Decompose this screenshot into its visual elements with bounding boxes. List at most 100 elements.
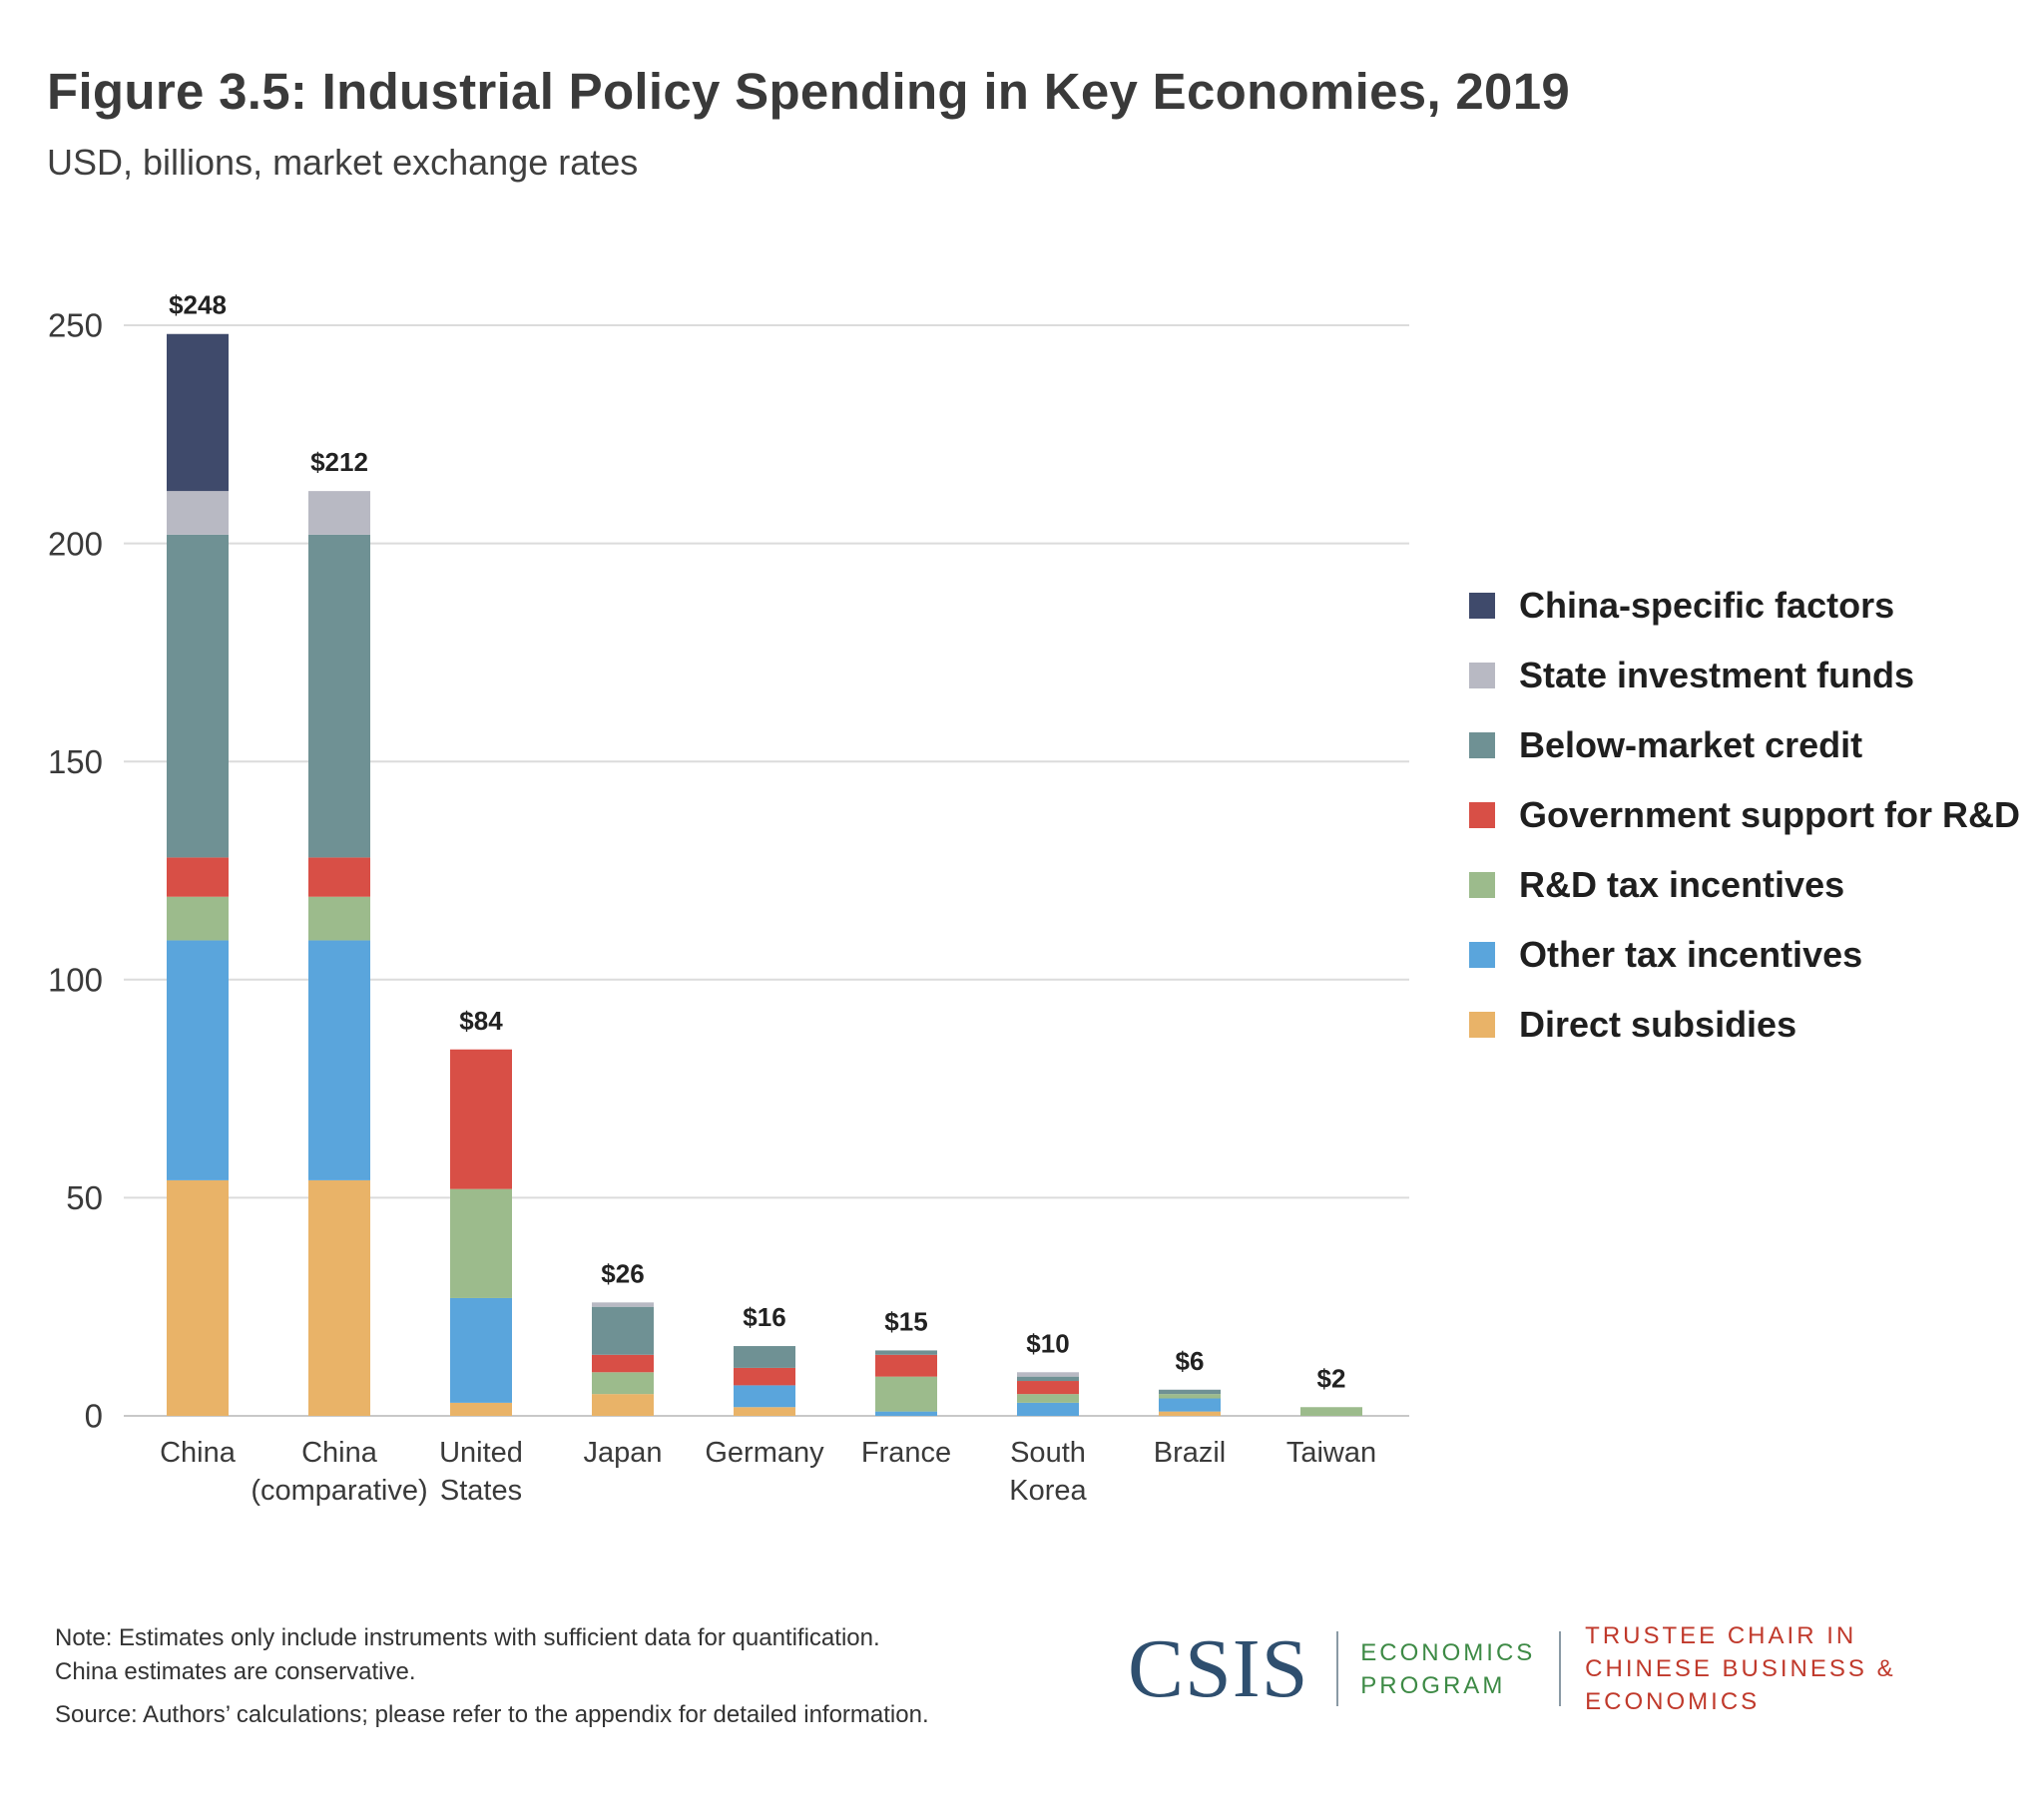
x-tick-label: Taiwan xyxy=(1286,1437,1376,1469)
bar-total-label: $84 xyxy=(459,1006,503,1036)
bar-total-label: $16 xyxy=(743,1302,785,1332)
bar-segment xyxy=(734,1385,795,1408)
bar-segment xyxy=(734,1407,795,1416)
bars xyxy=(167,333,1362,1416)
y-tick-label: 50 xyxy=(66,1179,103,1216)
note-line-1: Note: Estimates only include instruments… xyxy=(55,1624,880,1651)
bar-total-label: $2 xyxy=(1317,1363,1346,1393)
csis-wordmark: CSIS xyxy=(1128,1622,1309,1715)
y-tick-label: 250 xyxy=(48,307,103,344)
bar-total-label: $10 xyxy=(1026,1328,1069,1358)
bar-segment xyxy=(167,333,229,492)
y-tick-label: 200 xyxy=(48,525,103,562)
csis-logo: CSIS ECONOMICS PROGRAM TRUSTEE CHAIR IN … xyxy=(1128,1616,2044,1721)
x-axis-labels: China China (comparative) United States Japan… xyxy=(160,1437,1376,1507)
bar-total-label: $212 xyxy=(310,447,368,477)
legend-item: Other tax incentives xyxy=(1469,920,2020,990)
chart-title: Figure 3.5: Industrial Policy Spending i… xyxy=(47,63,1571,120)
x-tick-label: China xyxy=(160,1437,237,1469)
legend: China-specific factors State investment … xyxy=(1469,571,2020,1060)
x-tick-label: Japan xyxy=(583,1437,662,1469)
bar-segment xyxy=(308,491,370,535)
bar-segment xyxy=(308,857,370,897)
bar-segment xyxy=(167,491,229,535)
legend-label: China-specific factors xyxy=(1519,585,1895,626)
program-line-1: ECONOMICS xyxy=(1360,1638,1536,1666)
bar-segment xyxy=(875,1411,937,1416)
trustee-chair-label: TRUSTEE CHAIR IN CHINESE BUSINESS & ECON… xyxy=(1585,1619,2044,1718)
bar-segment xyxy=(308,534,370,858)
bar-total-label: $26 xyxy=(601,1258,644,1288)
bar-segment xyxy=(450,1188,512,1298)
legend-swatch xyxy=(1469,593,1495,619)
legend-label: Direct subsidies xyxy=(1519,1004,1797,1045)
bar-segment xyxy=(875,1350,937,1355)
bar-segment xyxy=(1159,1398,1221,1412)
bar-segment xyxy=(1017,1394,1079,1403)
x-tick-label: Korea xyxy=(1009,1475,1087,1507)
legend-swatch xyxy=(1469,942,1495,968)
legend-swatch xyxy=(1469,872,1495,898)
bar-segment xyxy=(734,1367,795,1386)
bar-segment xyxy=(167,896,229,941)
bar-segment xyxy=(592,1302,654,1307)
bar-segment xyxy=(167,940,229,1180)
legend-label: R&D tax incentives xyxy=(1519,864,1845,905)
bar-segment xyxy=(308,1179,370,1416)
chair-line-1: TRUSTEE CHAIR IN xyxy=(1585,1622,1857,1649)
bar-segment xyxy=(592,1306,654,1355)
legend-item: Below-market credit xyxy=(1469,710,2020,780)
y-tick-label: 100 xyxy=(48,962,103,999)
x-tick-label: United xyxy=(439,1437,523,1469)
bar-segment xyxy=(308,940,370,1180)
footnotes: Note: Estimates only include instruments… xyxy=(55,1621,929,1732)
bar-segment xyxy=(1300,1407,1362,1416)
x-tick-label: Brazil xyxy=(1154,1437,1227,1469)
x-tick-label: France xyxy=(861,1437,951,1469)
bar-segment xyxy=(450,1402,512,1416)
legend-item: R&D tax incentives xyxy=(1469,850,2020,920)
chart-subtitle: USD, billions, market exchange rates xyxy=(47,142,639,183)
logo-divider xyxy=(1336,1631,1339,1706)
legend-item: China-specific factors xyxy=(1469,571,2020,641)
note-line-2: China estimates are conservative. xyxy=(55,1658,416,1685)
chair-line-2: CHINESE BUSINESS & ECONOMICS xyxy=(1585,1655,1896,1715)
bar-segment xyxy=(1159,1389,1221,1395)
bar-segment xyxy=(592,1394,654,1416)
economics-program-label: ECONOMICS PROGRAM xyxy=(1360,1636,1535,1702)
x-tick-label: Germany xyxy=(705,1437,824,1469)
legend-label: State investment funds xyxy=(1519,655,1915,695)
bar-segment xyxy=(1017,1376,1079,1382)
bar-segment xyxy=(1159,1394,1221,1399)
program-line-2: PROGRAM xyxy=(1360,1671,1506,1699)
bar-segment xyxy=(1159,1411,1221,1416)
bar-total-label: $15 xyxy=(884,1306,927,1336)
bar-segment xyxy=(1017,1372,1079,1377)
bar-segment xyxy=(592,1354,654,1373)
bar-segment xyxy=(167,857,229,897)
logo-divider xyxy=(1559,1631,1562,1706)
bar-segment xyxy=(167,534,229,858)
legend-swatch xyxy=(1469,663,1495,688)
legend-label: Government support for R&D xyxy=(1519,794,2021,835)
bar-totals: $248 $212 $84 $26 $16 $15 $10 $6 $2 xyxy=(169,290,1345,1394)
bar-segment xyxy=(1017,1402,1079,1416)
x-tick-label: South xyxy=(1010,1437,1086,1469)
bar-total-label: $6 xyxy=(1176,1346,1205,1376)
y-tick-label: 150 xyxy=(48,743,103,780)
bar-segment xyxy=(734,1346,795,1368)
bar-segment xyxy=(875,1376,937,1412)
bar-segment xyxy=(592,1372,654,1395)
legend-label: Below-market credit xyxy=(1519,724,1863,765)
bar-segment xyxy=(450,1049,512,1189)
legend-item: Direct subsidies xyxy=(1469,990,2020,1060)
y-tick-label: 0 xyxy=(85,1398,103,1435)
bar-segment xyxy=(450,1297,512,1403)
bar-total-label: $248 xyxy=(169,290,227,320)
legend-swatch xyxy=(1469,802,1495,828)
bar-segment xyxy=(308,896,370,941)
source-note: Source: Authors’ calculations; please re… xyxy=(55,1701,929,1728)
x-tick-label: China xyxy=(301,1437,378,1469)
legend-item: Government support for R&D xyxy=(1469,780,2020,850)
